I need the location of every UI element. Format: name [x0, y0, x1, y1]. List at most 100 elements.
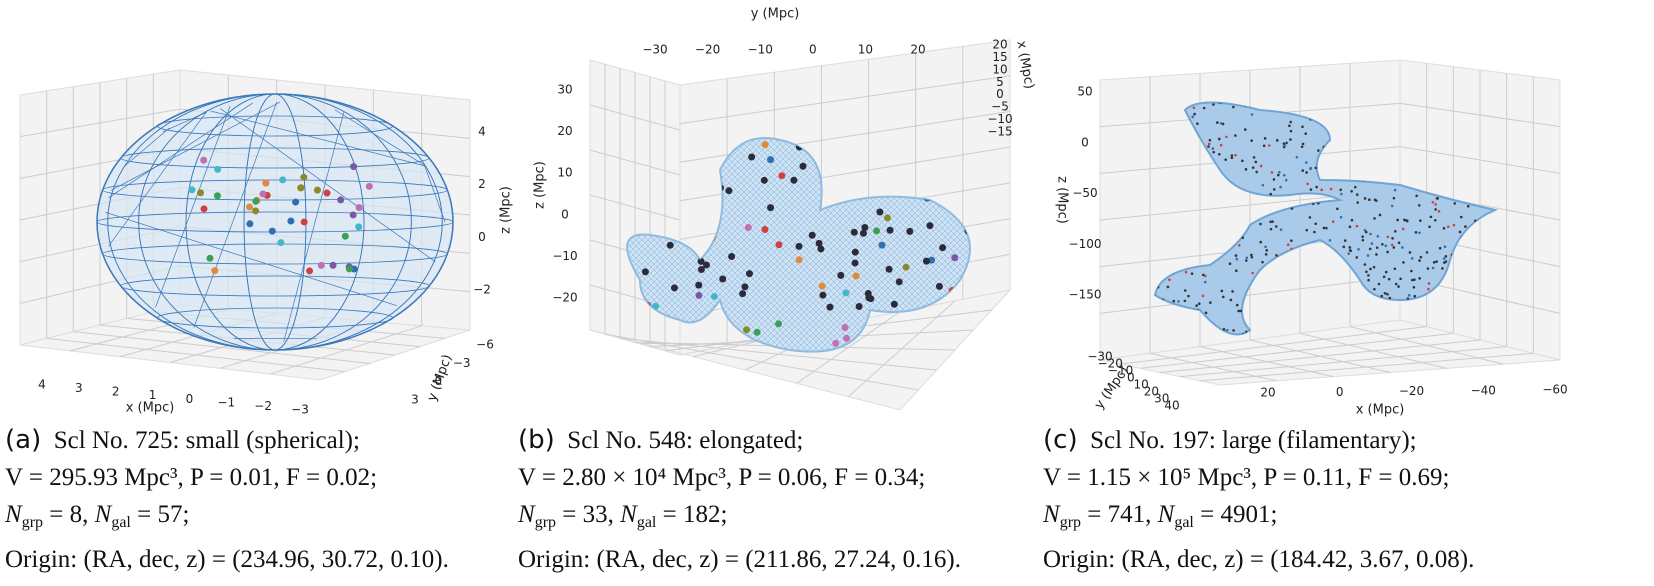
galaxy: [745, 270, 753, 278]
galaxy: [1204, 311, 1208, 315]
y-tick-label: −20: [1098, 357, 1123, 371]
galaxy: [1289, 120, 1293, 124]
x-tick-label: −5: [991, 100, 1009, 114]
caption-line: (c) Scl No. 197: large (filamentary);: [1043, 422, 1474, 459]
galaxy: [1187, 294, 1190, 298]
galaxy: [895, 278, 903, 286]
galaxy: [1234, 134, 1237, 137]
galaxy: [964, 341, 970, 349]
galaxy: [1269, 220, 1272, 224]
galaxy: [1284, 178, 1288, 182]
x-tick-label: −3: [291, 403, 309, 417]
galaxy: [1353, 185, 1357, 189]
galaxy: [1355, 256, 1359, 259]
galaxy: [1183, 289, 1187, 292]
galaxy: [1317, 149, 1320, 152]
galaxy: [1342, 245, 1346, 249]
caption: (b) Scl No. 548: elongated; V = 2.80 × 10…: [518, 422, 961, 578]
caption-n-sym: N: [5, 501, 22, 528]
galaxy: [1331, 220, 1335, 223]
galaxy: [1350, 189, 1353, 193]
galaxy: [279, 176, 287, 184]
galaxy: [1391, 237, 1394, 240]
galaxy: [1402, 261, 1405, 264]
galaxy: [876, 208, 884, 216]
galaxy: [259, 190, 267, 198]
y-tick-label: 20: [910, 43, 925, 57]
galaxy: [795, 242, 803, 250]
galaxy: [1322, 226, 1326, 230]
galaxy: [1464, 225, 1467, 228]
galaxy: [1262, 144, 1266, 148]
galaxy: [1433, 218, 1437, 222]
galaxy: [843, 334, 851, 342]
galaxy: [188, 186, 196, 194]
galaxy: [1274, 225, 1278, 228]
galaxy: [329, 261, 337, 269]
galaxy: [1396, 218, 1399, 222]
galaxy: [795, 256, 803, 264]
galaxy: [1372, 265, 1376, 269]
galaxy: [760, 176, 768, 184]
galaxy: [1235, 303, 1239, 307]
y-tick-label: −6: [476, 338, 494, 352]
galaxy: [1251, 271, 1254, 275]
galaxy: [1309, 188, 1313, 191]
galaxy: [842, 289, 850, 297]
galaxy: [1438, 246, 1442, 250]
galaxy: [902, 263, 910, 271]
z-tick-label: 50: [1077, 85, 1092, 99]
z-tick-label: −10: [552, 249, 577, 263]
y-tick-label: 30: [1154, 392, 1169, 406]
galaxy: [666, 241, 674, 249]
galaxy: [1201, 294, 1205, 298]
pane-line: [1099, 276, 1401, 314]
galaxy: [1259, 240, 1262, 244]
galaxy: [1405, 219, 1409, 222]
galaxy: [1208, 138, 1212, 142]
caption-n-sym: N: [94, 501, 112, 528]
galaxy: [652, 302, 660, 310]
galaxy: [1166, 285, 1170, 289]
galaxy: [1413, 294, 1417, 298]
galaxy: [1376, 235, 1380, 238]
galaxy: [1234, 254, 1238, 257]
galaxy: [1230, 154, 1234, 157]
galaxy: [1356, 201, 1359, 204]
galaxy: [1272, 178, 1276, 181]
galaxy: [337, 196, 345, 204]
galaxy: [1191, 115, 1195, 119]
galaxy: [761, 141, 769, 149]
galaxy: [1399, 277, 1402, 281]
galaxy: [1234, 153, 1237, 157]
galaxy: [1355, 224, 1359, 228]
galaxy: [355, 204, 363, 212]
galaxy: [939, 244, 947, 252]
galaxy: [211, 267, 219, 275]
galaxy: [287, 217, 295, 225]
pane-line: [108, 112, 207, 247]
galaxy: [1264, 253, 1268, 256]
galaxy: [1207, 142, 1211, 146]
z-tick-label: −100: [1069, 237, 1102, 251]
parallel: [102, 179, 448, 201]
galaxy: [1367, 274, 1370, 277]
galaxy: [1314, 166, 1318, 170]
galaxy: [1348, 249, 1352, 252]
galaxy: [1245, 256, 1249, 260]
galaxy: [1279, 185, 1282, 189]
galaxy: [1363, 228, 1367, 232]
galaxy: [852, 272, 860, 280]
galaxy: [1378, 213, 1382, 217]
galaxy: [832, 339, 840, 347]
x-tick-label: 1: [149, 388, 157, 402]
galaxy: [300, 218, 308, 226]
caption-volume: V = 1.15 × 10⁵ Mpc³, P = 0.11, F = 0.69;: [1043, 464, 1450, 491]
z-axis-label: z (Mpc): [533, 161, 548, 209]
galaxy: [214, 165, 222, 173]
galaxy: [1190, 272, 1194, 275]
x-tick-label: −20: [1399, 384, 1424, 398]
galaxy: [1444, 255, 1448, 258]
caption-label: (a): [5, 425, 42, 455]
y-tick-label: 20: [1144, 385, 1159, 399]
